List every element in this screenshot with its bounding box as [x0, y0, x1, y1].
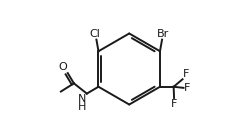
Text: O: O: [58, 62, 67, 72]
Text: Cl: Cl: [89, 29, 100, 39]
Text: F: F: [183, 83, 190, 93]
Text: N: N: [78, 94, 86, 104]
Text: F: F: [182, 69, 188, 79]
Text: F: F: [170, 99, 177, 109]
Text: H: H: [78, 102, 86, 112]
Text: Br: Br: [157, 29, 169, 39]
